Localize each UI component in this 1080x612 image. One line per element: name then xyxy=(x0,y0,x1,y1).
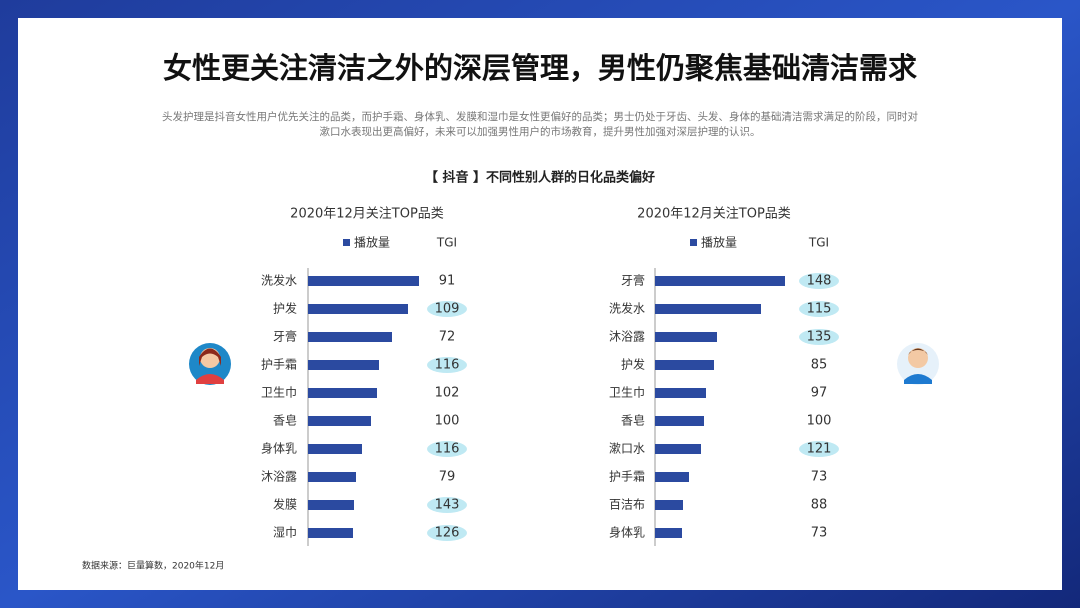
tgi-value: 143 xyxy=(435,498,460,513)
category-label: 护发 xyxy=(621,357,645,372)
bar xyxy=(308,500,354,510)
tgi-value: 91 xyxy=(439,274,456,289)
category-label: 百洁布 xyxy=(609,498,645,512)
bar xyxy=(655,416,704,426)
tgi-highlight xyxy=(799,329,839,345)
tgi-value: 100 xyxy=(807,414,832,429)
tgi-value: 100 xyxy=(435,414,460,429)
category-label: 洗发水 xyxy=(261,273,297,288)
bar xyxy=(308,388,377,398)
bar xyxy=(655,528,682,538)
tgi-value: 126 xyxy=(435,526,460,541)
tgi-value: 73 xyxy=(811,526,828,541)
bar xyxy=(308,304,408,314)
tgi-highlight xyxy=(427,441,467,457)
tgi-value: 115 xyxy=(807,302,832,317)
tgi-value: 97 xyxy=(811,386,828,401)
category-label: 发膜 xyxy=(273,497,297,512)
bar xyxy=(308,332,392,342)
description: 漱口水表现出更高偏好，未来可以加强男性用户的市场教育，提升男性加强对深层护理的认… xyxy=(320,125,761,138)
subtitle: 【 抖音 】不同性别人群的日化品类偏好 xyxy=(425,170,655,186)
legend-swatch xyxy=(690,239,697,246)
source: 数据来源：巨量算数，2020年12月 xyxy=(82,560,224,572)
category-label: 香皂 xyxy=(621,414,645,428)
tgi-value: 116 xyxy=(435,442,460,457)
bar xyxy=(655,388,706,398)
tgi-value: 109 xyxy=(435,302,460,317)
tgi-value: 79 xyxy=(439,470,456,485)
category-label: 卫生巾 xyxy=(609,386,645,400)
tgi-value: 72 xyxy=(439,330,456,345)
category-label: 护发 xyxy=(273,301,297,316)
bar xyxy=(655,276,785,286)
category-label: 牙膏 xyxy=(621,273,645,288)
bar xyxy=(308,528,353,538)
tgi-value: 85 xyxy=(811,358,828,373)
legend-label: 播放量 xyxy=(354,235,390,250)
bar xyxy=(655,472,689,482)
tgi-value: 88 xyxy=(811,498,828,513)
tgi-header: TGI xyxy=(808,236,829,250)
bar xyxy=(308,416,371,426)
tgi-highlight xyxy=(799,441,839,457)
tgi-value: 102 xyxy=(435,386,460,401)
legend-label: 播放量 xyxy=(701,235,737,250)
category-label: 沐浴露 xyxy=(609,330,645,344)
bar xyxy=(655,500,683,510)
tgi-highlight xyxy=(427,357,467,373)
tgi-value: 116 xyxy=(435,358,460,373)
tgi-value: 121 xyxy=(807,442,832,457)
bar xyxy=(655,304,761,314)
tgi-highlight xyxy=(799,273,839,289)
chart-title: 2020年12月关注TOP品类 xyxy=(637,207,791,222)
male-avatar xyxy=(897,343,939,385)
tgi-highlight xyxy=(427,525,467,541)
tgi-highlight xyxy=(427,497,467,513)
category-label: 身体乳 xyxy=(609,525,645,540)
category-label: 护手霜 xyxy=(609,470,645,484)
panel xyxy=(18,18,1062,590)
tgi-value: 148 xyxy=(807,274,832,289)
bar xyxy=(308,360,379,370)
bar xyxy=(308,472,356,482)
description: 头发护理是抖音女性用户优先关注的品类，而护手霜、身体乳、发膜和湿巾是女性更偏好的… xyxy=(162,110,918,123)
category-label: 牙膏 xyxy=(273,329,297,344)
category-label: 漱口水 xyxy=(609,442,645,456)
female-avatar xyxy=(189,343,231,385)
category-label: 护手霜 xyxy=(261,358,297,372)
bar xyxy=(308,276,419,286)
tgi-highlight xyxy=(427,301,467,317)
category-label: 身体乳 xyxy=(261,441,297,456)
category-label: 洗发水 xyxy=(609,301,645,316)
category-label: 沐浴露 xyxy=(261,470,297,484)
bar xyxy=(308,444,362,454)
bar xyxy=(655,444,701,454)
legend-swatch xyxy=(343,239,350,246)
category-label: 香皂 xyxy=(273,414,297,428)
bar xyxy=(655,332,717,342)
bar xyxy=(655,360,714,370)
tgi-value: 73 xyxy=(811,470,828,485)
tgi-header: TGI xyxy=(436,236,457,250)
tgi-value: 135 xyxy=(807,330,832,345)
category-label: 湿巾 xyxy=(273,525,297,540)
chart-title: 2020年12月关注TOP品类 xyxy=(290,207,444,222)
category-label: 卫生巾 xyxy=(261,386,297,400)
tgi-highlight xyxy=(799,301,839,317)
slide-title: 女性更关注清洁之外的深层管理，男性仍聚焦基础清洁需求 xyxy=(163,51,917,85)
